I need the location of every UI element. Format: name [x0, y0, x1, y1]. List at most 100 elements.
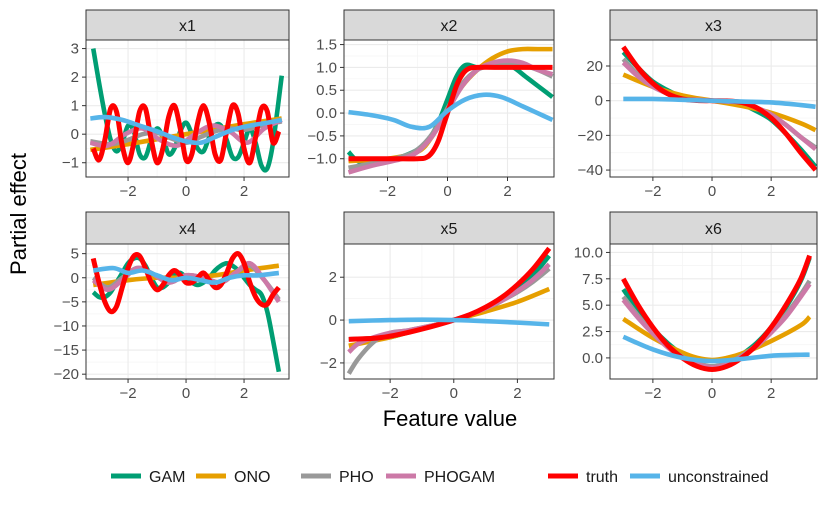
y-tick-label: −40 [578, 162, 603, 179]
y-tick-label: 0 [329, 312, 337, 329]
legend-item-pho: PHO [301, 469, 374, 486]
x-tick-label: 0 [182, 385, 190, 402]
series-line-unconstrained-x5 [348, 317, 550, 327]
y-tick-label: 5.0 [582, 297, 603, 314]
panel-background [610, 40, 817, 177]
y-tick-label: 7.5 [582, 271, 603, 288]
series-lines [346, 46, 554, 175]
panel-border [85, 243, 290, 380]
x-tick-label: −2 [119, 385, 136, 402]
legend: GAM ONO PHO PHOGAM truth unconstrained [111, 469, 769, 486]
panel-x5: x5 −2 0 2 −2 0 2 [320, 211, 555, 402]
legend-item-truth: truth [548, 469, 618, 486]
y-tick-label: 0.0 [582, 350, 603, 367]
y-tick-label: 0 [71, 270, 79, 287]
y-tick-label: −1.0 [307, 151, 337, 168]
x-tick-label: −2 [644, 183, 661, 200]
x-tick-label: −2 [644, 385, 661, 402]
panel-x4: x4−2 0 2−20−15−10−505 [54, 211, 290, 402]
x-tick-label: −2 [379, 183, 396, 200]
series-line-unconstrained-x6 [622, 334, 810, 364]
y-tick-label: 5 [71, 246, 79, 263]
y-tick-label: −0.5 [307, 128, 337, 145]
y-tick-label: 1.5 [316, 37, 337, 54]
legend-label-gam: GAM [149, 469, 185, 486]
x-tick-label: 0 [182, 183, 190, 200]
x-tick-label: 0 [450, 385, 458, 402]
y-tick-label: −1 [62, 155, 79, 172]
y-tick-label: −2 [320, 355, 337, 372]
panel-border [609, 243, 818, 380]
series-line-truth-x1 [90, 102, 282, 166]
y-tick-label: 0.0 [316, 105, 337, 122]
y-tick-label: 1 [71, 98, 79, 115]
x-tick-label: 2 [503, 183, 511, 200]
series-lines [621, 45, 817, 172]
x-tick-label: 0 [443, 183, 451, 200]
legend-item-ono: ONO [196, 469, 270, 486]
y-tick-label: −10 [54, 318, 79, 335]
legend-label-unconstrained: unconstrained [668, 469, 769, 486]
x-tick-label: 2 [767, 183, 775, 200]
strip-label-x5: x5 [441, 221, 458, 238]
series-lines [90, 251, 282, 373]
series-lines [346, 246, 552, 375]
series-line-unconstrained-x2 [348, 92, 554, 131]
y-tick-label: 2.5 [582, 324, 603, 341]
y-tick-label: 0.5 [316, 82, 337, 99]
panel-background [344, 244, 554, 379]
strip-label-x4: x4 [179, 221, 196, 238]
series-line-unconstrained-x3 [623, 96, 816, 110]
legend-label-pho: PHO [339, 469, 374, 486]
x-tick-label: −2 [119, 183, 136, 200]
x-tick-label: 2 [240, 183, 248, 200]
panel-x1: x1 −2 0 2 −1 0 1 2 3 [62, 9, 290, 200]
y-tick-label: 2 [329, 269, 337, 286]
panel-border [85, 39, 290, 178]
x-tick-label: 2 [513, 385, 521, 402]
x-tick-label: 2 [767, 385, 775, 402]
y-tick-label: 2 [71, 69, 79, 86]
y-tick-label: 0 [71, 126, 79, 143]
legend-label-truth: truth [586, 469, 618, 486]
y-tick-label: 3 [71, 41, 79, 58]
legend-item-gam: GAM [111, 469, 185, 486]
series-lines [89, 48, 285, 173]
y-tick-label: −20 [54, 366, 79, 383]
strip-x3 [609, 9, 818, 41]
series-line-unconstrained-x1 [90, 114, 283, 146]
legend-item-unconstrained: unconstrained [630, 469, 769, 486]
strip-label-x2: x2 [441, 18, 458, 35]
x-axis-title: Feature value [383, 406, 518, 431]
strip-label-x3: x3 [705, 18, 722, 35]
series-line-unconstrained-x4 [92, 265, 280, 285]
panel-border [609, 39, 818, 178]
strip-label-x6: x6 [705, 221, 722, 238]
legend-label-phogam: PHOGAM [424, 469, 495, 486]
panel-background [86, 244, 289, 379]
strip-x4 [85, 211, 290, 245]
panel-x6: x6 −2 0 2 0.0 2.5 5.0 7.5 10.0 [574, 211, 818, 402]
series-lines [621, 254, 812, 373]
x-tick-label: 2 [240, 385, 248, 402]
y-tick-label: −15 [54, 342, 79, 359]
y-axis-title: Partial effect [6, 153, 31, 275]
legend-item-phogam: PHOGAM [386, 469, 495, 486]
panel-border [343, 243, 555, 380]
panel-x2: x2 −2 0 2 −1.0 −0.5 0.0 0.5 1.0 1.5 [307, 9, 555, 200]
y-tick-label: 0 [595, 93, 603, 110]
strip-label-x1: x1 [179, 18, 196, 35]
y-tick-label: −5 [62, 294, 79, 311]
y-tick-label: 1.0 [316, 59, 337, 76]
x-tick-label: 0 [708, 385, 716, 402]
x-tick-label: 0 [708, 183, 716, 200]
y-tick-label: 10.0 [574, 244, 603, 261]
y-tick-label: −20 [578, 127, 603, 144]
panel-border [343, 39, 555, 178]
strip-x1 [85, 9, 290, 41]
legend-label-ono: ONO [234, 469, 270, 486]
y-tick-label: 20 [586, 58, 603, 75]
